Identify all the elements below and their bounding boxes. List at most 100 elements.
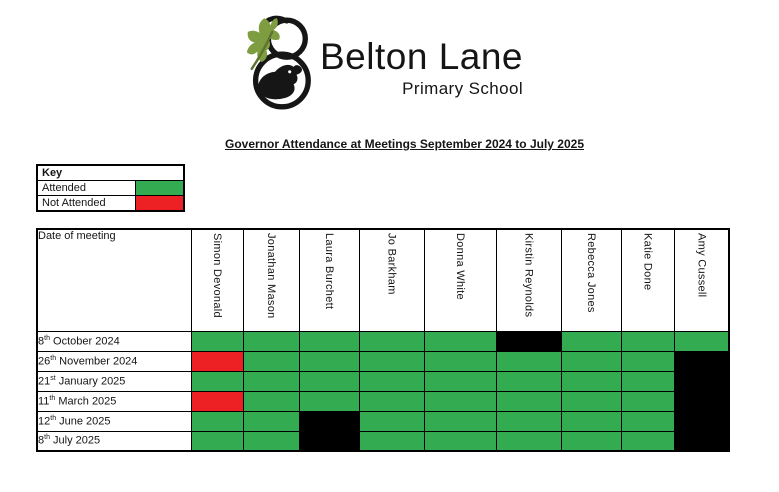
attendance-cell-attended: [298, 370, 360, 392]
attendance-cell-no-data: [673, 350, 730, 372]
attendance-cell-attended: [242, 350, 300, 372]
meeting-row: 26th November 2024: [36, 350, 730, 372]
key-header: Key: [36, 164, 185, 181]
key-swatch-not-attended: [134, 195, 185, 212]
attendance-cell-no-data: [495, 330, 562, 352]
attendance-cell-attended: [620, 410, 675, 432]
attendance-body: 8th October 2024 26th November 2024 21st J…: [36, 330, 730, 452]
attendance-cell-attended: [298, 330, 360, 352]
key-label-not-attended: Not Attended: [36, 195, 136, 212]
governor-name: Jonathan Mason: [265, 233, 277, 319]
governor-column-header: Kirstin Reynolds: [495, 228, 562, 332]
key-table: Key Attended Not Attended: [36, 164, 185, 212]
governor-column-header: Rebecca Jones: [560, 228, 622, 332]
key-row-not-attended: Not Attended: [36, 195, 185, 212]
governor-name: Donna White: [454, 233, 466, 300]
attendance-cell-no-data: [298, 410, 360, 432]
attendance-cell-no-data: [673, 390, 730, 412]
attendance-cell-attended: [190, 410, 244, 432]
attendance-cell-attended: [673, 330, 730, 352]
attendance-cell-attended: [560, 410, 622, 432]
attendance-cell-attended: [423, 410, 497, 432]
attendance-cell-attended: [190, 430, 244, 452]
dog-icon: [258, 64, 303, 100]
attendance-cell-attended: [358, 390, 425, 412]
governor-column-header: Katie Done: [620, 228, 675, 332]
attendance-cell-attended: [423, 370, 497, 392]
governor-column-header: Simon Devonald: [190, 228, 244, 332]
attendance-cell-not-attended: [190, 350, 244, 372]
attendance-cell-attended: [620, 370, 675, 392]
attendance-cell-attended: [495, 390, 562, 412]
attendance-cell-attended: [298, 350, 360, 372]
governor-name: Amy Cussell: [695, 233, 708, 298]
attendance-cell-attended: [358, 410, 425, 432]
attendance-cell-attended: [495, 430, 562, 452]
attendance-cell-attended: [620, 350, 675, 372]
attendance-cell-attended: [495, 350, 562, 372]
attendance-cell-not-attended: [190, 390, 244, 412]
attendance-cell-no-data: [673, 370, 730, 392]
governor-name: Kirstin Reynolds: [522, 233, 535, 318]
governor-column-header: Amy Cussell: [673, 228, 730, 332]
meeting-date: 8th July 2025: [36, 430, 192, 452]
governor-column-header: Jonathan Mason: [242, 228, 300, 332]
governor-name: Jo Barkham: [385, 233, 398, 295]
attendance-cell-attended: [423, 390, 497, 412]
date-column-header: Date of meeting: [36, 228, 192, 332]
attendance-cell-attended: [560, 350, 622, 372]
oak-leaf-icon: [246, 18, 280, 71]
meeting-date: 26th November 2024: [36, 350, 192, 372]
attendance-cell-attended: [423, 350, 497, 372]
meeting-row: 11th March 2025: [36, 390, 730, 412]
governor-name: Laura Burchett: [323, 233, 335, 310]
governor-column-header: Donna White: [423, 228, 497, 332]
attendance-table: Date of meeting Simon Devonald Jonathan M…: [36, 228, 730, 452]
attendance-cell-attended: [560, 430, 622, 452]
governor-column-header: Laura Burchett: [298, 228, 360, 332]
school-subtitle: Primary School: [402, 79, 524, 98]
attendance-cell-attended: [190, 370, 244, 392]
attendance-cell-no-data: [673, 430, 730, 452]
school-logo-text: Belton Lane Primary School: [320, 12, 523, 114]
governor-name: Katie Done: [641, 233, 654, 291]
attendance-cell-attended: [560, 370, 622, 392]
meeting-row: 12th June 2025: [36, 410, 730, 432]
key-row-attended: Attended: [36, 180, 185, 196]
key-label-attended: Attended: [36, 180, 136, 196]
attendance-cell-no-data: [673, 410, 730, 432]
attendance-cell-attended: [190, 330, 244, 352]
attendance-cell-attended: [495, 370, 562, 392]
meeting-date: 21st January 2025: [36, 370, 192, 392]
governor-name: Rebecca Jones: [585, 233, 597, 313]
attendance-cell-attended: [423, 430, 497, 452]
meeting-row: 21st January 2025: [36, 370, 730, 392]
key-header-row: Key: [36, 164, 185, 181]
attendance-cell-attended: [423, 330, 497, 352]
attendance-cell-attended: [620, 330, 675, 352]
meeting-row: 8th October 2024: [36, 330, 730, 352]
school-logo-mark: [246, 15, 311, 110]
attendance-cell-attended: [620, 390, 675, 412]
attendance-cell-attended: [560, 390, 622, 412]
attendance-cell-attended: [242, 430, 300, 452]
attendance-cell-attended: [358, 370, 425, 392]
attendance-cell-attended: [620, 430, 675, 452]
attendance-cell-attended: [495, 410, 562, 432]
attendance-cell-attended: [560, 330, 622, 352]
meeting-date: 11th March 2025: [36, 390, 192, 412]
attendance-cell-attended: [358, 350, 425, 372]
attendance-cell-attended: [358, 430, 425, 452]
governor-header-row: Date of meeting Simon Devonald Jonathan M…: [36, 228, 730, 332]
page-title: Governor Attendance at Meetings Septembe…: [224, 137, 584, 151]
meeting-date: 12th June 2025: [36, 410, 192, 432]
attendance-cell-no-data: [298, 430, 360, 452]
meeting-row: 8th July 2025: [36, 430, 730, 452]
school-name: Belton Lane: [320, 36, 524, 77]
attendance-cell-attended: [298, 390, 360, 412]
attendance-cell-attended: [242, 330, 300, 352]
attendance-cell-attended: [242, 370, 300, 392]
meeting-date: 8th October 2024: [36, 330, 192, 352]
school-logo: Belton Lane Primary School: [242, 12, 523, 114]
attendance-cell-attended: [242, 390, 300, 412]
